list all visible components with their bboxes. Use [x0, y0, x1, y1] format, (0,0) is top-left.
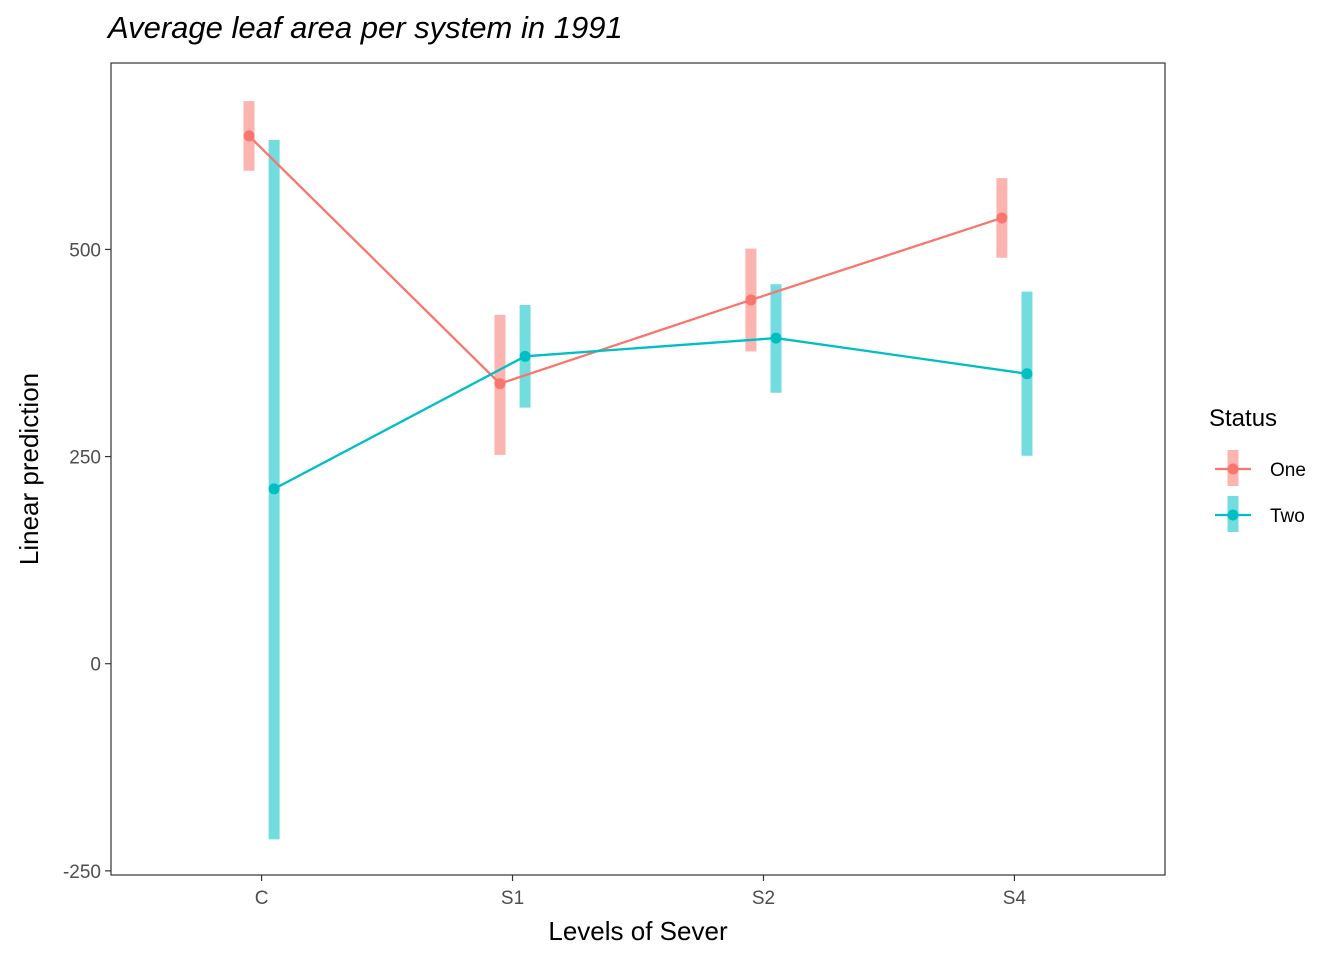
x-tick-label-c: C — [255, 888, 269, 909]
point-one-s1 — [494, 378, 506, 390]
point-two-c — [268, 483, 280, 495]
y-tick-label-250: 250 — [69, 448, 101, 469]
x-axis: C S1 S2 S4 — [255, 875, 1027, 909]
x-tick-label-s1: S1 — [501, 888, 524, 909]
x-tick-label-s2: S2 — [752, 888, 775, 909]
legend-label-one: One — [1270, 460, 1306, 481]
point-one-c — [243, 130, 255, 142]
legend-label-two: Two — [1270, 506, 1305, 527]
chart-title: Average leaf area per system in 1991 — [106, 10, 623, 45]
y-tick-label-500: 500 — [69, 240, 101, 261]
legend-item-one: One — [1215, 450, 1306, 486]
point-one-s4 — [996, 212, 1008, 224]
legend-key-point-two — [1227, 509, 1239, 521]
y-tick-label-250: -250 — [63, 862, 101, 883]
legend-item-two: Two — [1215, 496, 1305, 532]
legend-key-point-one — [1227, 463, 1239, 475]
series-line-two — [273, 336, 1028, 490]
legend-title: Status — [1209, 405, 1277, 432]
y-axis: -250 0 250 500 — [63, 240, 111, 883]
x-tick-label-s4: S4 — [1003, 888, 1027, 909]
point-two-s2 — [770, 332, 782, 344]
y-tick-label-0: 0 — [90, 655, 101, 676]
point-two-s1 — [519, 350, 531, 362]
series-points — [243, 130, 1033, 495]
plot-panel — [110, 62, 1166, 876]
legend: Status One Two — [1209, 405, 1306, 532]
y-axis-title: Linear prediction — [14, 373, 44, 565]
series-lines — [248, 135, 1028, 490]
x-axis-title: Levels of Sever — [548, 916, 728, 946]
series-line-one — [248, 135, 1003, 385]
point-two-s4 — [1021, 368, 1033, 380]
point-one-s2 — [745, 294, 757, 306]
